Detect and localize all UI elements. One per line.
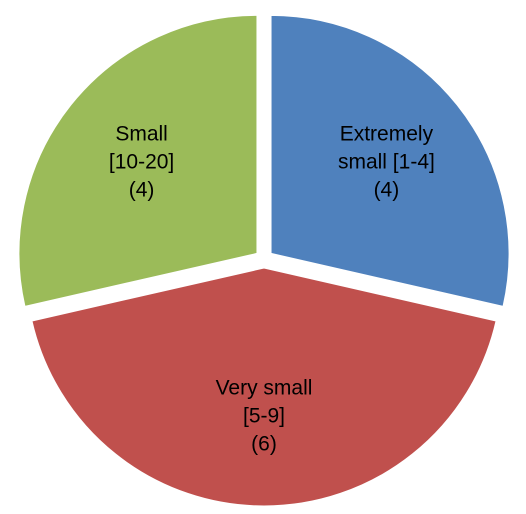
pie-slice-2 xyxy=(31,267,497,507)
pie-slice-label-line: [10-20] xyxy=(109,150,174,173)
pie-slice-label-line: small [1-4] xyxy=(338,150,435,173)
pie-slice-3 xyxy=(18,14,258,307)
pie-labels: Extremely small [1-4] (4) Very small [5-9] (6… xyxy=(109,122,435,455)
pie-slice-label-line: (4) xyxy=(129,178,155,201)
pie-slice-label-line: [5-9] xyxy=(243,405,285,428)
pie-slice-label-line: Very small xyxy=(216,377,313,400)
pie-slice-label-line: (4) xyxy=(374,178,400,201)
pie-slice-label-3: Small [10-20] (4) xyxy=(109,122,174,201)
pie-slice-label-line: Extremely xyxy=(340,122,434,145)
pie-slice-label-1: Extremely small [1-4] (4) xyxy=(338,122,435,201)
pie-slice-label-2: Very small [5-9] (6) xyxy=(216,377,313,456)
pie-slices xyxy=(18,14,510,507)
pie-slice-label-line: (6) xyxy=(251,433,277,456)
pie-slice-1 xyxy=(270,14,510,307)
pie-slice-label-line: Small xyxy=(115,122,168,145)
